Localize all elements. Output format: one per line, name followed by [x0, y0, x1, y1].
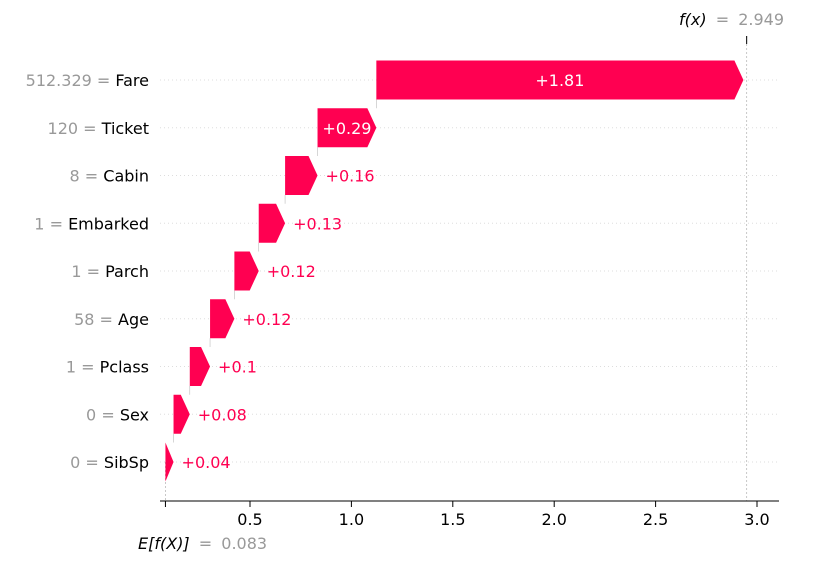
feature-name: Embarked — [68, 214, 149, 233]
output-expr: f(x) — [679, 10, 707, 29]
x-tick-label: 1.5 — [440, 510, 465, 529]
x-tick-label: 3.0 — [744, 510, 769, 529]
feature-value: 1 = — [66, 358, 100, 377]
feature-label-fare: 512.329 = Fare — [26, 71, 149, 90]
bar-sex — [173, 394, 190, 434]
bar-parch — [234, 251, 259, 291]
bar-cabin — [285, 156, 318, 195]
feature-name: Age — [118, 310, 149, 329]
feature-name: Cabin — [103, 167, 149, 186]
feature-label-ticket: 120 = Ticket — [48, 119, 149, 138]
bar-label-pclass: +0.1 — [218, 358, 257, 377]
feature-value: 1 = — [34, 214, 68, 233]
feature-value: 120 = — [48, 119, 102, 138]
x-tick-label: 2.5 — [643, 510, 668, 529]
feature-name: SibSp — [104, 453, 149, 472]
feature-value: 58 = — [74, 310, 118, 329]
x-axis: 0.5 1.0 1.5 2.0 2.5 3.0 — [160, 500, 779, 529]
feature-label-embarked: 1 = Embarked — [34, 214, 149, 233]
feature-labels: 512.329 = Fare 120 = Ticket 8 = Cabin 1 = E… — [26, 71, 149, 472]
feature-label-sibsp: 0 = SibSp — [70, 453, 149, 472]
bar-label-cabin: +0.16 — [326, 167, 375, 186]
feature-name: Ticket — [101, 119, 149, 138]
x-tick-label: 1.0 — [339, 510, 364, 529]
x-tick-label: 2.0 — [541, 510, 566, 529]
bar-label-age: +0.12 — [242, 310, 291, 329]
base-value: 0.083 — [221, 534, 267, 553]
feature-name: Pclass — [100, 358, 149, 377]
base-expr: E[f(X)] — [138, 534, 190, 553]
bar-label-fare: +1.81 — [535, 71, 584, 90]
bar-label-embarked: +0.13 — [293, 214, 342, 233]
bar-age — [210, 299, 235, 339]
x-tick-label: 0.5 — [237, 510, 262, 529]
feature-name: Parch — [105, 262, 149, 281]
feature-value: 8 = — [70, 167, 104, 186]
feature-value: 0 = — [86, 405, 120, 424]
feature-value: 0 = — [70, 453, 104, 472]
bar-label-sibsp: +0.04 — [182, 453, 231, 472]
feature-name: Fare — [115, 71, 149, 90]
bar-fare — [376, 60, 744, 100]
feature-name: Sex — [120, 405, 149, 424]
output-eq: = — [716, 10, 729, 29]
bars: +1.81 +0.29 +0.16 +0.13 +0.12 +0.12 +0.1 +0.08 +… — [165, 60, 744, 482]
feature-label-cabin: 8 = Cabin — [70, 167, 149, 186]
output-annotation: f(x) = 2.949 — [679, 10, 784, 29]
feature-label-pclass: 1 = Pclass — [66, 358, 149, 377]
feature-label-parch: 1 = Parch — [71, 262, 149, 281]
feature-label-age: 58 = Age — [74, 310, 149, 329]
base-annotation: E[f(X)] = 0.083 — [138, 534, 267, 553]
feature-value: 1 = — [71, 262, 105, 281]
bar-label-sex: +0.08 — [198, 405, 247, 424]
reference-lines — [165, 36, 748, 507]
bar-embarked — [258, 203, 286, 243]
base-eq: = — [199, 534, 212, 553]
feature-label-sex: 0 = Sex — [86, 405, 149, 424]
bar-sibsp — [165, 442, 174, 482]
feature-value: 512.329 = — [26, 71, 116, 90]
bar-label-ticket: +0.29 — [322, 119, 371, 138]
bar-label-parch: +0.12 — [267, 262, 316, 281]
bar-pclass — [189, 347, 211, 386]
output-value: 2.949 — [738, 10, 784, 29]
bar-ticket — [317, 108, 377, 148]
